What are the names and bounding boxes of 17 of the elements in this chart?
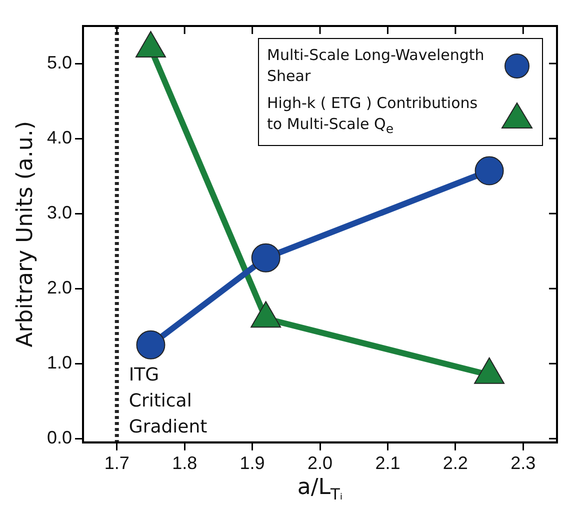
x-tick-label: 2.3 (510, 453, 536, 474)
x-tick-label: 2.0 (307, 453, 333, 474)
y-tick-label: 5.0 (46, 52, 72, 72)
x-tick-label: 2.2 (442, 453, 468, 474)
legend-label: Multi-Scale Long-Wavelength Shear (267, 45, 486, 87)
y-axis-title: Arbitrary Units (a.u.) (13, 121, 38, 348)
x-tick-label: 1.8 (172, 453, 198, 474)
x-tick-label: 1.9 (240, 453, 265, 474)
y-tick-label: 0.0 (46, 428, 72, 448)
ref-line-label: ITG Critical Gradient (128, 364, 208, 438)
y-tick-label: 3.0 (46, 202, 72, 223)
y-tick-label: 2.0 (46, 278, 72, 298)
y-tick-label: 4.0 (46, 128, 72, 148)
legend-label: High-k ( ETG ) Contributions to Multi-Scale Q$_{e}$ (267, 93, 479, 138)
x-tick-label: 1.7 (104, 453, 130, 474)
y-tick-label: 1.0 (46, 352, 72, 373)
x-tick-label: 2.1 (375, 453, 400, 474)
